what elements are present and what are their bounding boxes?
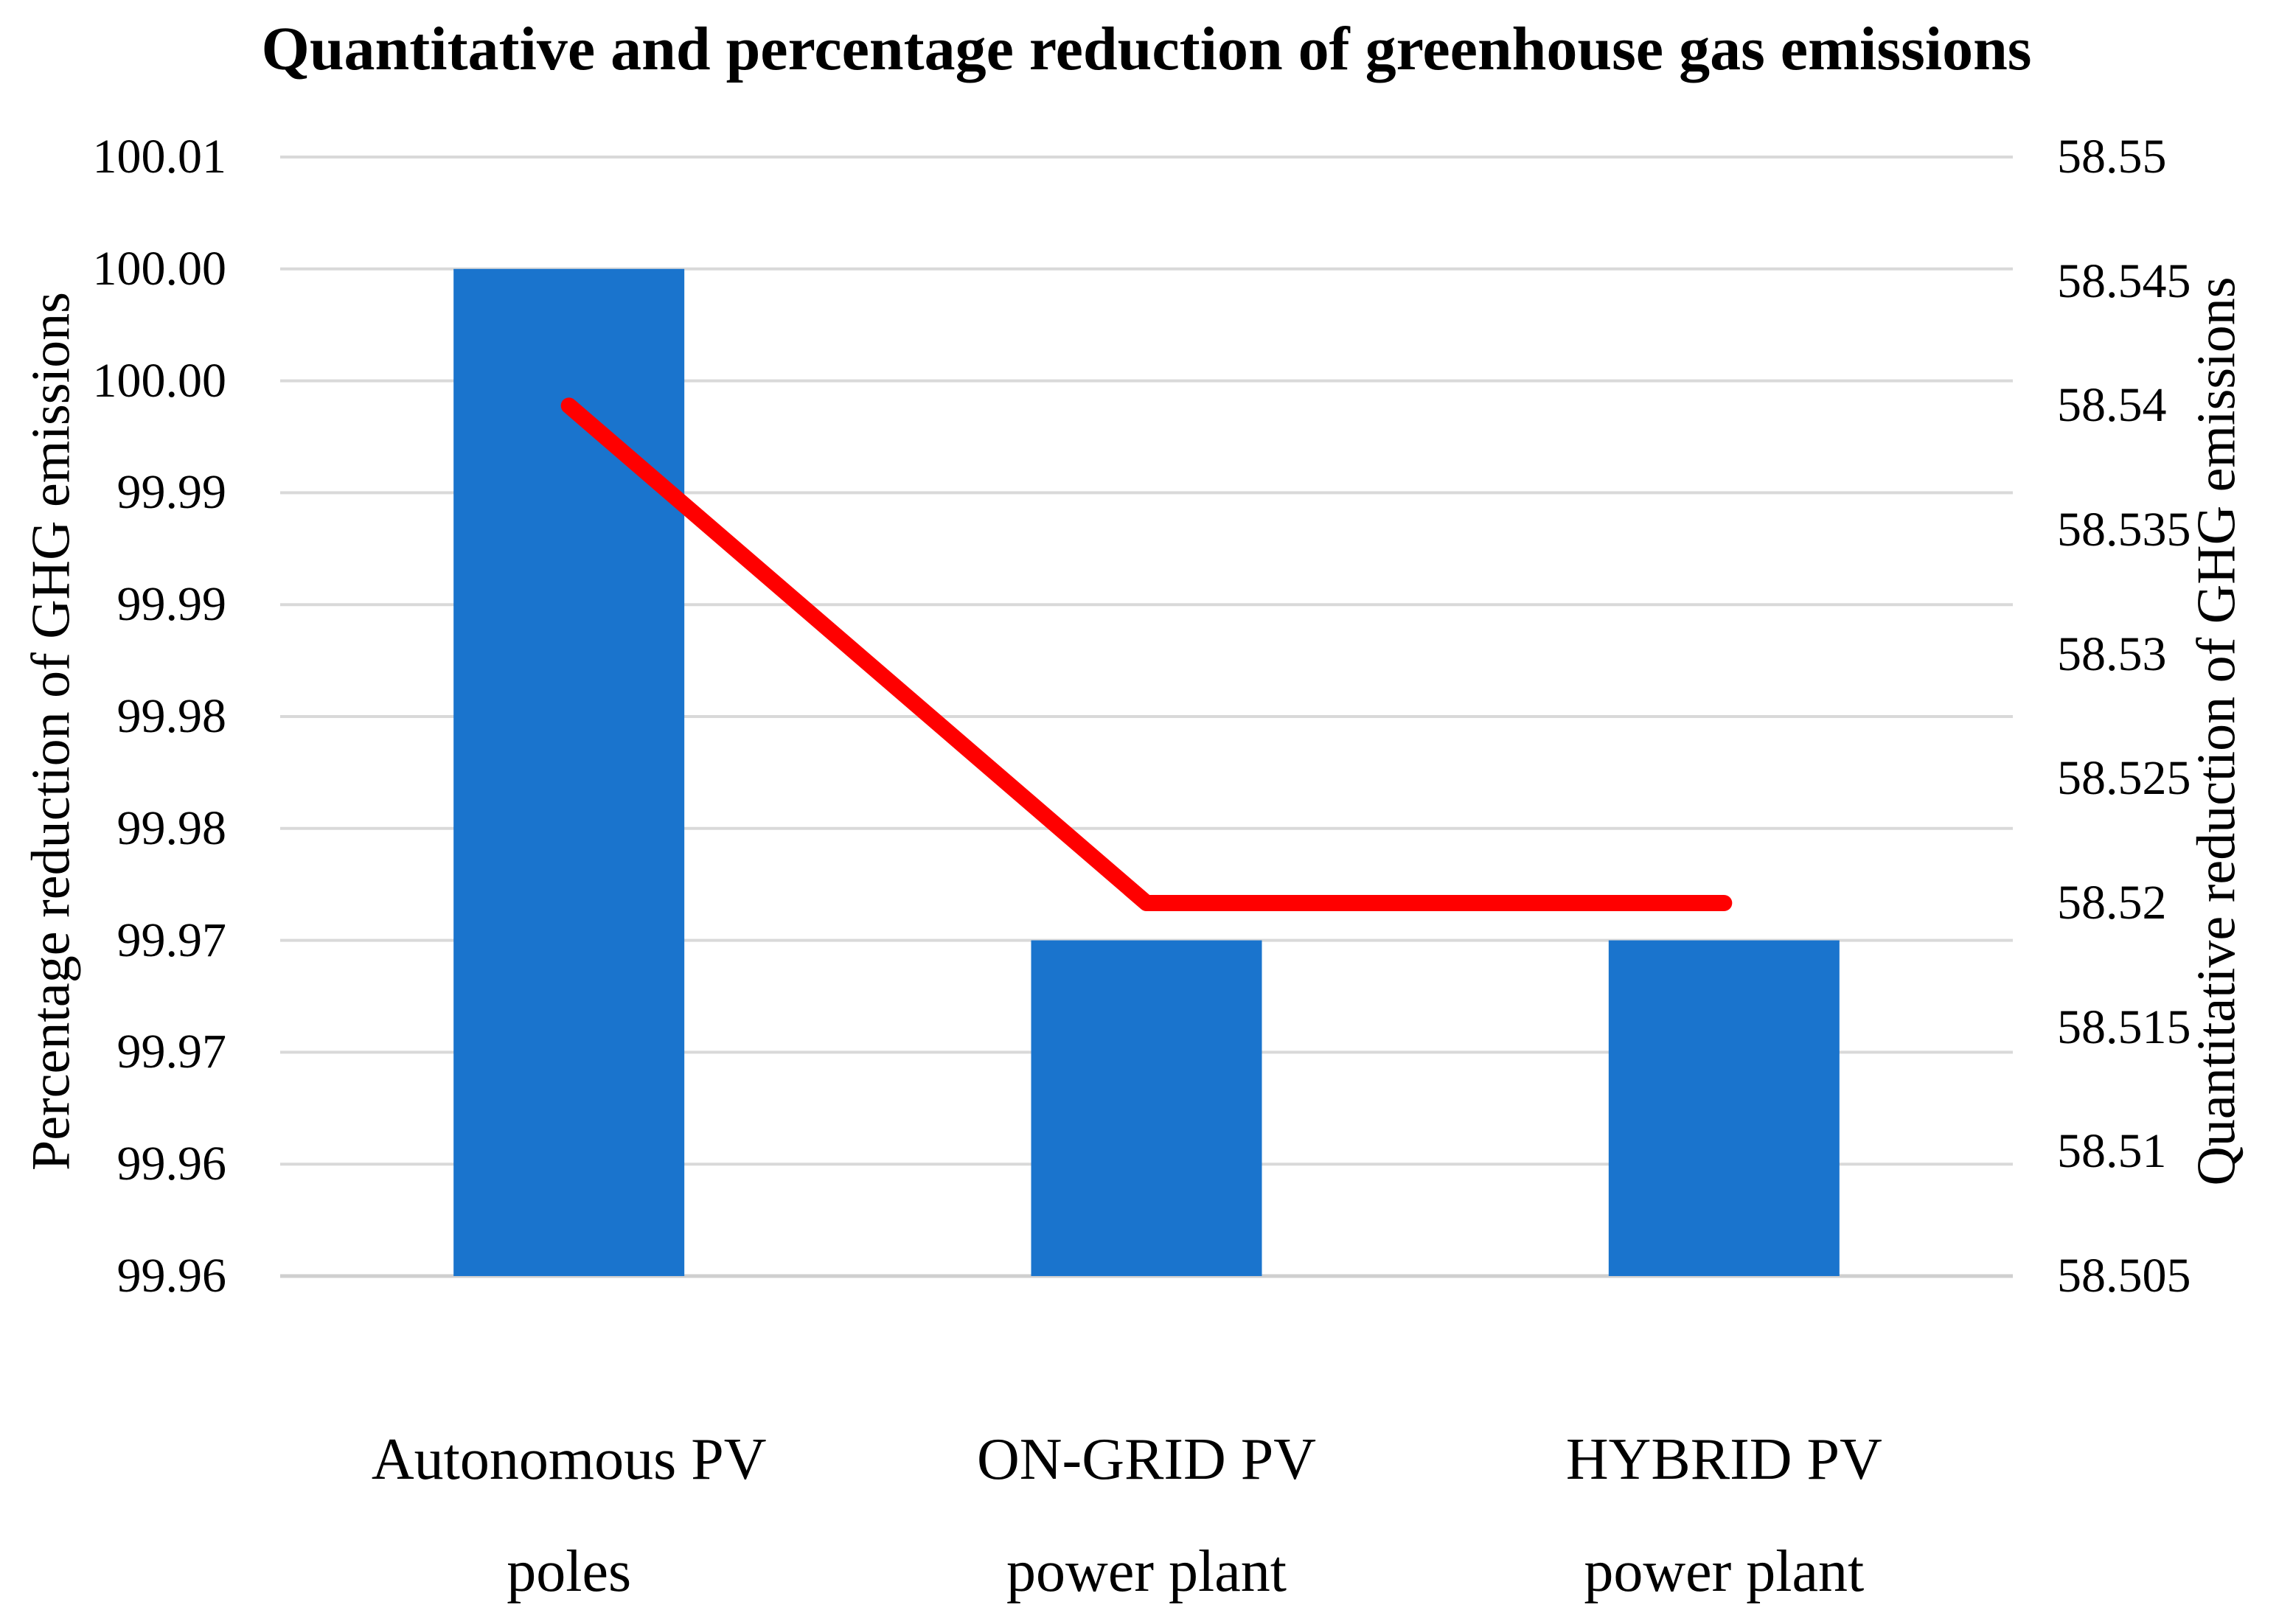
left-axis-tick-label: 99.97 bbox=[116, 1025, 227, 1079]
left-axis-tick-label: 99.99 bbox=[116, 577, 227, 632]
left-axis-tick-label: 100.01 bbox=[92, 130, 227, 184]
right-axis-tick-label: 58.52 bbox=[2057, 876, 2167, 930]
left-axis-tick-label: 100.00 bbox=[92, 353, 227, 408]
bar-2 bbox=[1608, 940, 1840, 1276]
right-axis-tick-label: 58.51 bbox=[2057, 1124, 2167, 1179]
line-series bbox=[560, 397, 1733, 911]
left-axis-tick-label: 99.98 bbox=[116, 689, 227, 743]
category-label-1-line2: power plant bbox=[1006, 1539, 1287, 1604]
right-axis-tick-label: 58.55 bbox=[2057, 130, 2167, 184]
category-label-0-line2: poles bbox=[507, 1539, 632, 1604]
left-axis-tick-label: 99.96 bbox=[116, 1137, 227, 1191]
bar-1 bbox=[1031, 940, 1262, 1276]
category-label-0-line1: Autonomous PV bbox=[371, 1427, 767, 1492]
left-axis-tick-label: 99.99 bbox=[116, 465, 227, 520]
right-axis-tick-label: 58.525 bbox=[2057, 751, 2191, 806]
left-axis-tick-label: 99.97 bbox=[116, 913, 227, 967]
right-axis-tick-label: 58.545 bbox=[2057, 254, 2191, 308]
category-label-1-line1: ON-GRID PV bbox=[977, 1427, 1316, 1492]
right-axis-tick-label: 58.505 bbox=[2057, 1249, 2191, 1303]
category-label-2-line2: power plant bbox=[1584, 1539, 1865, 1604]
right-axis-tick-label: 58.53 bbox=[2057, 627, 2167, 681]
right-axis-tick-label: 58.54 bbox=[2057, 378, 2167, 433]
left-axis-tick-label: 99.98 bbox=[116, 801, 227, 855]
left-axis-tick-label: 100.00 bbox=[92, 241, 227, 296]
right-axis-tick-label: 58.515 bbox=[2057, 1000, 2191, 1054]
left-axis-tick-label: 99.96 bbox=[116, 1249, 227, 1303]
category-label-2-line1: HYBRID PV bbox=[1565, 1427, 1882, 1492]
right-axis-tick-label: 58.535 bbox=[2057, 503, 2191, 557]
left-axis-title: Percentage reduction of GHG emissions bbox=[21, 292, 82, 1171]
bar-0 bbox=[453, 268, 685, 1276]
right-axis-title: Quantitative reduction of GHG emissions bbox=[2186, 276, 2247, 1186]
chart-title: Quantitative and percentage reduction of… bbox=[261, 15, 2032, 83]
